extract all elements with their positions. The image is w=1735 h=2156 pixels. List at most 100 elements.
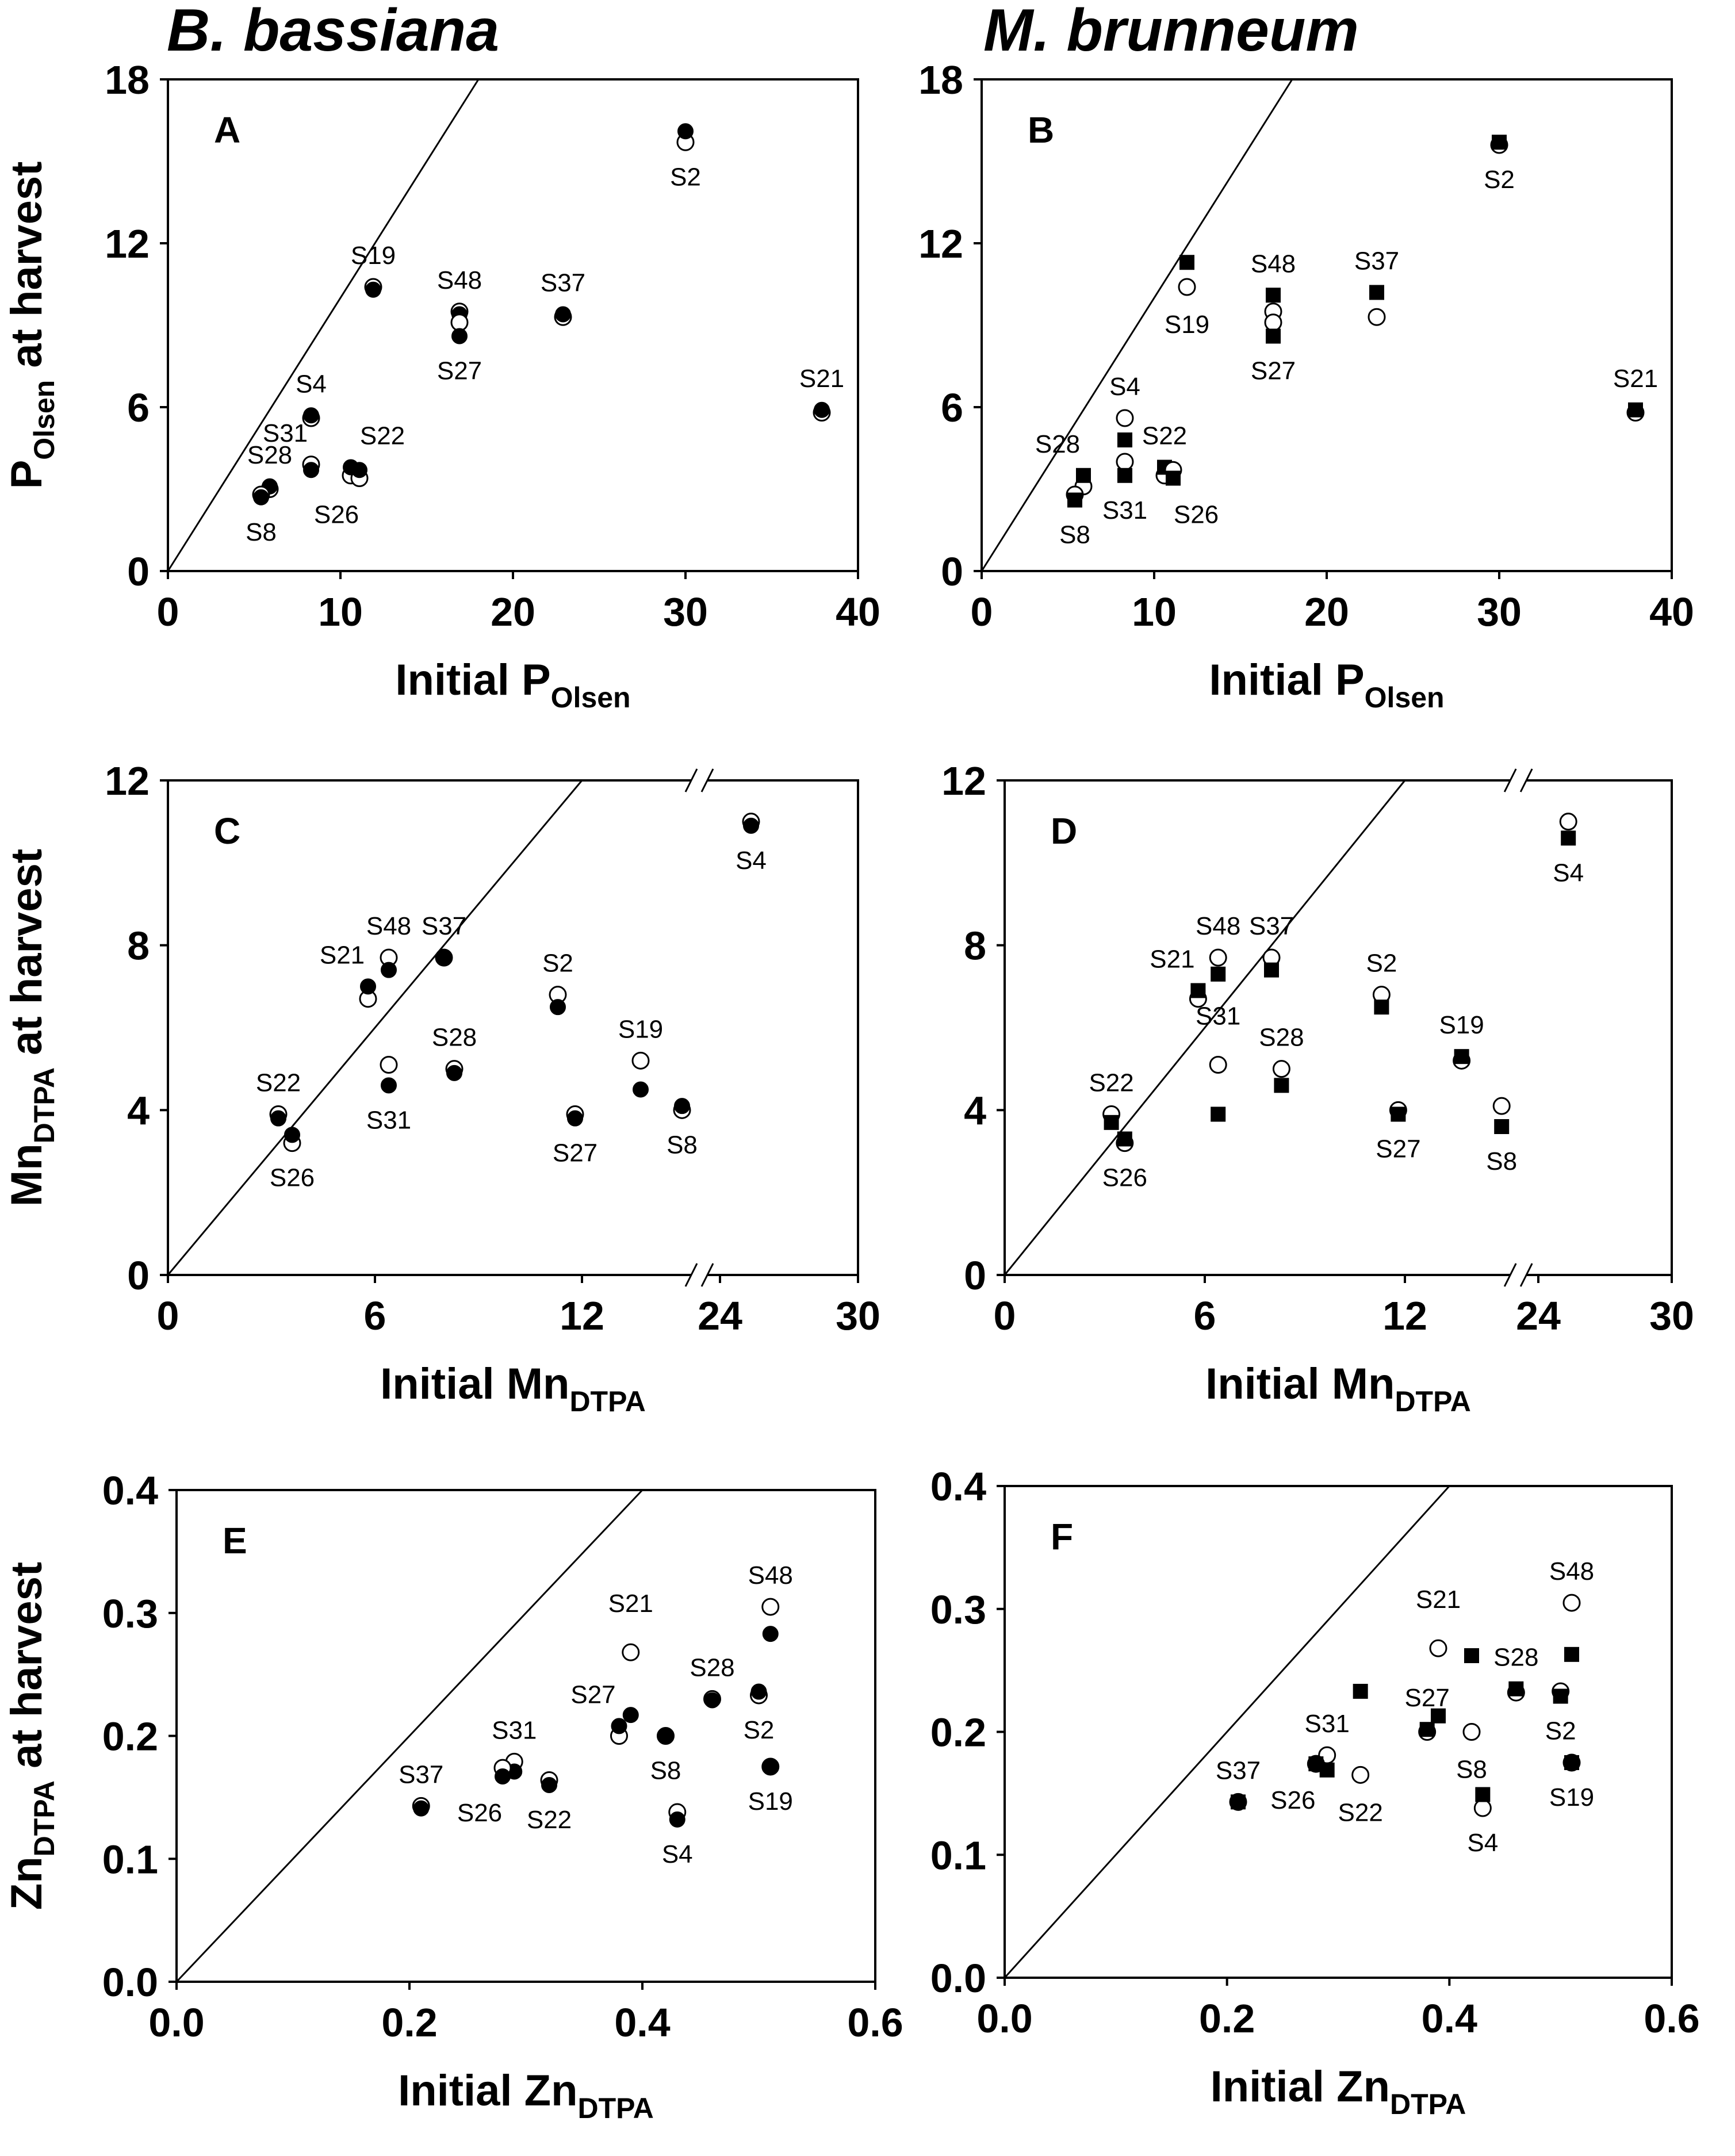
x-axis-title-sub: DTPA xyxy=(578,2092,654,2124)
panel-f: 0.0 0.2 0.4 0.6 0.0 0.1 0.2 0.3 0.4 F Initial ZnDT… xyxy=(930,1464,1700,2120)
y-tick-label: 18 xyxy=(105,58,150,102)
axis-break-gap xyxy=(691,769,707,792)
point-label-s4: S4 xyxy=(1553,859,1584,887)
marker-open-s48 xyxy=(1562,1594,1581,1612)
x-tick-label: 40 xyxy=(1649,589,1694,634)
y-tick-label: 0.2 xyxy=(102,1714,158,1759)
plot-frame xyxy=(167,779,859,1276)
axis-break-mark xyxy=(1519,768,1533,792)
x-tick-label: 0.0 xyxy=(148,2000,204,2045)
y-axis-title-sub: DTPA xyxy=(28,1780,60,1856)
x-axis-title: Initial POlsen xyxy=(1209,656,1444,714)
point-label-s31: S31 xyxy=(366,1106,411,1134)
marker-filled-s4 xyxy=(743,817,759,834)
marker-open-s19 xyxy=(631,1051,650,1070)
point-label-s8: S8 xyxy=(1059,521,1090,549)
marker-open-s31 xyxy=(380,1056,398,1074)
marker-filled-s26 xyxy=(495,1768,511,1785)
x-tick-label: 0.2 xyxy=(1199,1996,1255,2041)
marker-open-s28 xyxy=(1272,1060,1290,1078)
marker-open-s31 xyxy=(1116,453,1134,471)
axis-break-gap xyxy=(691,1263,707,1286)
marker-filled-s37 xyxy=(413,1800,430,1817)
point-label-s8: S8 xyxy=(667,1131,698,1159)
point-label-s19: S19 xyxy=(1165,311,1209,339)
one-to-one-line xyxy=(981,79,1293,572)
marker-filled-s4 xyxy=(1561,830,1576,846)
axis-break-mark xyxy=(700,768,714,792)
point-label-s37: S37 xyxy=(422,912,466,940)
axis-break-mark xyxy=(1503,1263,1517,1287)
marker-filled-s22 xyxy=(1104,1115,1119,1130)
marker-open-s22 xyxy=(1351,1766,1370,1784)
marker-open-s4 xyxy=(1116,409,1134,427)
marker-filled-s8 xyxy=(253,489,269,506)
marker-open-s48 xyxy=(761,1598,780,1616)
point-label-s21: S21 xyxy=(1613,365,1658,393)
y-axis-title-sub: DTPA xyxy=(28,1067,60,1143)
point-label-s48: S48 xyxy=(366,912,411,940)
marker-filled-s2 xyxy=(750,1683,767,1700)
one-to-one-line xyxy=(175,1489,644,1983)
x-tick-label: 0.4 xyxy=(614,2000,670,2045)
marker-filled-s28 xyxy=(1508,1681,1524,1697)
marker-filled-s26 xyxy=(284,1127,300,1143)
point-label-s26: S26 xyxy=(270,1164,315,1192)
point-label-s19: S19 xyxy=(351,242,396,270)
point-label-s22: S22 xyxy=(1338,1798,1383,1826)
marker-filled-s31 xyxy=(303,462,319,478)
y-tick-label: 0.2 xyxy=(930,1710,986,1755)
point-label-s4: S4 xyxy=(1467,1829,1498,1857)
y-tick-label: 0 xyxy=(964,1253,986,1298)
marker-filled-s37 xyxy=(436,949,452,966)
x-axis-title-main: Initial Mn xyxy=(1205,1360,1395,1408)
marker-filled-s21 xyxy=(1190,983,1206,998)
panel-letter: F xyxy=(1051,1516,1073,1557)
marker-filled-s22 xyxy=(1353,1683,1368,1699)
y-tick-label: 0.3 xyxy=(102,1591,158,1636)
point-label-s2: S2 xyxy=(1484,166,1515,194)
marker-filled-s31 xyxy=(1211,1106,1226,1122)
point-label-s28: S28 xyxy=(1035,430,1080,458)
marker-filled-s37 xyxy=(1264,962,1279,978)
point-label-s28: S28 xyxy=(432,1024,477,1052)
x-axis-title-main: Initial P xyxy=(1209,656,1364,704)
y-axis-title-suffix: at harvest xyxy=(2,849,51,1067)
y-tick-label: 0.1 xyxy=(930,1833,986,1878)
marker-filled-s27 xyxy=(1419,1722,1435,1737)
y-tick-label: 6 xyxy=(941,385,963,430)
x-tick-label: 30 xyxy=(1477,589,1522,634)
axis-break-mark xyxy=(1519,1263,1533,1287)
point-label-s4: S4 xyxy=(1109,373,1140,401)
x-tick-label: 12 xyxy=(1382,1293,1427,1338)
y-tick-label: 0 xyxy=(127,549,150,594)
marker-filled-s8 xyxy=(1464,1648,1479,1663)
point-label-s31: S31 xyxy=(1305,1710,1350,1738)
point-label-s28: S28 xyxy=(247,441,292,469)
marker-open-s27 xyxy=(1264,313,1282,332)
point-label-s48: S48 xyxy=(1251,250,1296,278)
panel-letter: D xyxy=(1051,810,1077,852)
y-tick-label: 0 xyxy=(941,549,963,594)
marker-filled-s4 xyxy=(669,1811,685,1828)
plot-frame xyxy=(981,78,1673,572)
x-tick-label: 24 xyxy=(1516,1293,1561,1338)
axis-break-gap xyxy=(1510,769,1527,792)
panel-letter: A xyxy=(214,109,240,151)
y-tick-label: 12 xyxy=(105,759,150,803)
x-tick-label: 24 xyxy=(698,1293,742,1338)
marker-filled-s27 xyxy=(1266,328,1281,344)
marker-open-s4 xyxy=(1559,813,1577,831)
point-label-s37: S37 xyxy=(399,1760,443,1789)
x-axis-title-sub: Olsen xyxy=(551,681,631,714)
point-label-s22: S22 xyxy=(1089,1069,1133,1097)
x-axis-title-sub: Olsen xyxy=(1365,681,1445,714)
y-tick-label: 4 xyxy=(964,1088,986,1133)
x-tick-label: 30 xyxy=(836,1293,880,1338)
point-label-s22: S22 xyxy=(527,1806,572,1834)
x-axis-title-main: Initial Zn xyxy=(1211,2062,1390,2111)
point-label-s2: S2 xyxy=(1545,1717,1576,1745)
point-label-s21: S21 xyxy=(320,941,365,969)
point-label-s37: S37 xyxy=(541,269,585,297)
